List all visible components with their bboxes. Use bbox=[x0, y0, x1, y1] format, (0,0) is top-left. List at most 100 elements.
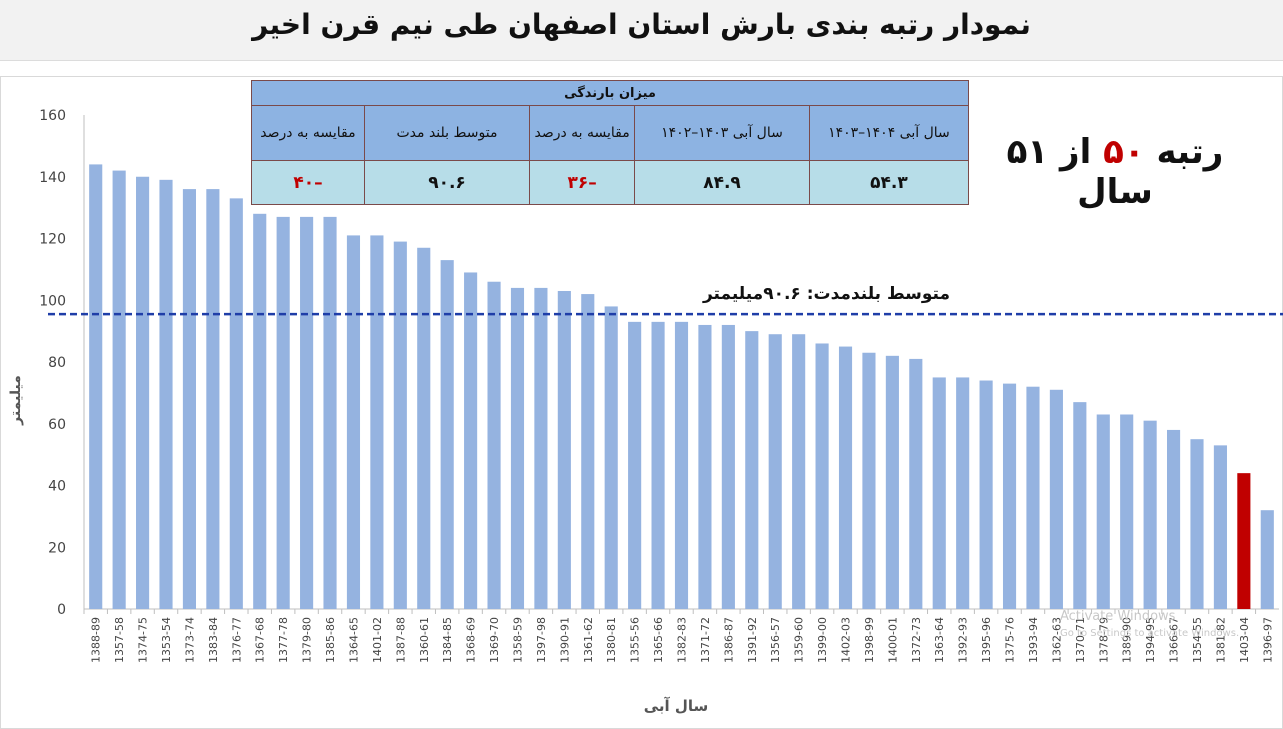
x-tick-label: 1365-66 bbox=[652, 617, 665, 663]
x-tick-label: 1390-91 bbox=[558, 617, 571, 663]
x-tick-label: 1394-95 bbox=[1144, 617, 1157, 663]
bar bbox=[674, 321, 689, 609]
x-tick-label: 1383-84 bbox=[207, 617, 220, 663]
x-tick-label: 1371-72 bbox=[699, 617, 712, 663]
x-tick-label: 1388-89 bbox=[90, 617, 103, 663]
bar bbox=[1002, 383, 1017, 609]
bar bbox=[885, 355, 899, 609]
x-tick-label: 1398-99 bbox=[863, 617, 876, 663]
x-tick-label: 1375-76 bbox=[1004, 617, 1017, 663]
bar bbox=[300, 216, 314, 609]
x-tick-label: 1400-01 bbox=[886, 617, 899, 663]
bar bbox=[510, 287, 525, 609]
y-axis-title: میلیمتر bbox=[8, 375, 24, 426]
x-tick-label: 1369-70 bbox=[488, 617, 501, 663]
bar bbox=[581, 294, 595, 609]
y-tick-label: 80 bbox=[48, 355, 66, 371]
x-tick-label: 1353-54 bbox=[160, 617, 173, 663]
x-tick-label: 1362-63 bbox=[1050, 617, 1063, 663]
bar bbox=[89, 164, 103, 609]
table-col-header: سال آبی ۱۴۰۳–۱۴۰۲ bbox=[634, 105, 810, 161]
bar bbox=[323, 216, 337, 609]
bar bbox=[604, 306, 618, 609]
bar bbox=[768, 334, 782, 609]
x-tick-label: 1378-79 bbox=[1097, 617, 1110, 663]
x-tick-label: 1364-65 bbox=[347, 617, 360, 663]
bar bbox=[628, 321, 642, 609]
x-tick-label: 1367-68 bbox=[254, 617, 267, 663]
table-value: ۵۴.۳ bbox=[808, 160, 970, 205]
x-tick-label: 1359-60 bbox=[793, 617, 806, 663]
table-col-header: مقایسه به درصد bbox=[251, 105, 365, 161]
x-tick-label: 1391-92 bbox=[746, 617, 759, 663]
x-tick-label: 1385-86 bbox=[324, 617, 337, 663]
x-tick-label: 1397-98 bbox=[535, 617, 548, 663]
x-tick-label: 1392-93 bbox=[957, 617, 970, 663]
x-tick-label: 1377-78 bbox=[277, 617, 290, 663]
x-tick-label: 1360-61 bbox=[418, 617, 431, 663]
activation-watermark-sub: Go to Settings to activate Windows. bbox=[1060, 628, 1240, 639]
y-tick-label: 60 bbox=[48, 417, 66, 433]
x-tick-label: 1380-81 bbox=[605, 617, 618, 663]
x-tick-label: 1356-57 bbox=[769, 617, 782, 663]
rank-prefix: رتبه bbox=[1156, 132, 1224, 172]
bar bbox=[440, 260, 454, 609]
x-tick-label: 1370-71 bbox=[1074, 617, 1087, 663]
x-tick-label: 1395-96 bbox=[980, 617, 993, 663]
y-tick-label: 20 bbox=[48, 540, 66, 556]
bar bbox=[909, 358, 923, 609]
x-tick-label: 1381-82 bbox=[1214, 617, 1227, 663]
bar bbox=[1260, 510, 1274, 609]
bar bbox=[1213, 445, 1227, 609]
x-tick-label: 1382-83 bbox=[676, 617, 689, 663]
bar bbox=[1120, 414, 1134, 609]
bar bbox=[464, 272, 478, 609]
x-tick-label: 1387-88 bbox=[394, 617, 407, 663]
bar bbox=[1166, 429, 1181, 609]
rainfall-summary-table: میزان بارندگی سال آبی ۱۴۰۴–۱۴۰۳ سال آبی … bbox=[251, 80, 970, 205]
table-value: ۸۴.۹ bbox=[634, 160, 810, 205]
bar bbox=[698, 324, 712, 609]
rank-label: رتبه ۵۰ از ۵۱ سال bbox=[990, 132, 1240, 212]
y-tick-label: 0 bbox=[57, 602, 66, 618]
table-value: –۴۰ bbox=[251, 160, 365, 205]
table-col-header: سال آبی ۱۴۰۴–۱۴۰۳ bbox=[808, 105, 970, 161]
bar bbox=[745, 331, 759, 609]
x-tick-label: 1373-74 bbox=[183, 617, 196, 663]
x-tick-label: 1374-75 bbox=[137, 617, 150, 663]
x-tick-label: 1366-67 bbox=[1168, 617, 1181, 663]
x-tick-label: 1355-56 bbox=[629, 617, 642, 663]
bar bbox=[136, 176, 150, 609]
bar bbox=[1237, 473, 1251, 609]
bar bbox=[956, 377, 970, 609]
bar bbox=[229, 198, 243, 610]
bar bbox=[1026, 386, 1040, 609]
bar bbox=[182, 189, 197, 609]
bar bbox=[557, 290, 571, 609]
bar bbox=[534, 287, 548, 609]
x-tick-label: 1396-97 bbox=[1261, 617, 1274, 663]
bar bbox=[862, 352, 876, 609]
table-header: میزان بارندگی bbox=[251, 80, 969, 106]
bar bbox=[1190, 439, 1204, 609]
rank-suffix: از ۵۱ سال bbox=[1006, 132, 1153, 212]
x-tick-label: 1386-87 bbox=[722, 617, 735, 663]
y-tick-label: 40 bbox=[48, 479, 66, 495]
x-tick-label: 1368-69 bbox=[465, 617, 478, 663]
table-col-header: مقایسه به درصد bbox=[529, 105, 636, 161]
bar bbox=[838, 346, 853, 609]
x-tick-label: 1361-62 bbox=[582, 617, 595, 663]
bar bbox=[979, 380, 993, 609]
x-tick-label: 1372-73 bbox=[910, 617, 923, 663]
bar bbox=[1096, 414, 1110, 609]
x-tick-label: 1379-80 bbox=[301, 617, 314, 663]
table-value: –۳۶ bbox=[529, 160, 636, 205]
x-axis-title: سال آبی bbox=[644, 697, 709, 715]
table-value: ۹۰.۶ bbox=[363, 160, 531, 205]
table-col-header: متوسط بلند مدت bbox=[363, 105, 531, 161]
bar bbox=[276, 216, 290, 609]
bar bbox=[253, 213, 267, 610]
chart-title: نمودار رتبه بندی بارش استان اصفهان طی نی… bbox=[252, 8, 1031, 41]
title-band bbox=[0, 0, 1283, 61]
